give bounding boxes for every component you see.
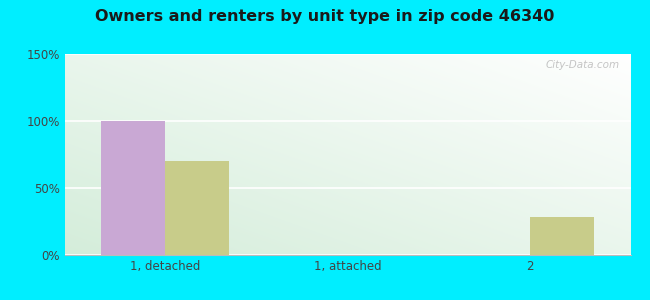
Bar — [530, 218, 594, 255]
Text: Owners and renters by unit type in zip code 46340: Owners and renters by unit type in zip c… — [96, 9, 554, 24]
Bar — [165, 161, 229, 255]
Bar — [101, 121, 165, 255]
Text: City-Data.com: City-Data.com — [545, 60, 619, 70]
Legend: Owner occupied units, Renter occupied units: Owner occupied units, Renter occupied un… — [176, 297, 519, 300]
